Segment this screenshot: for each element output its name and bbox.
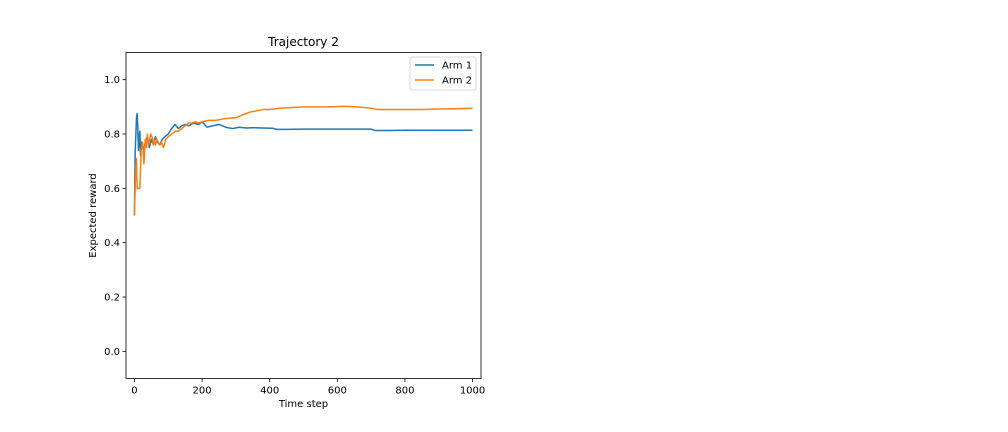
x-tick-label: 600	[328, 386, 347, 397]
x-tick-label: 800	[395, 386, 414, 397]
x-axis-label: Time step	[278, 399, 328, 410]
legend: Arm 1 Arm 2	[409, 56, 477, 91]
x-tick-label: 400	[260, 386, 279, 397]
y-tick-label: 0.2	[104, 293, 120, 304]
y-tick-label: 0.4	[104, 238, 120, 249]
series-layer	[133, 105, 473, 216]
legend-label-arm-2: Arm 2	[442, 76, 472, 87]
y-tick-label: 0.6	[104, 184, 120, 195]
x-tick-label: 0	[131, 386, 137, 397]
x-tick-label: 1000	[460, 386, 485, 397]
plot-area	[125, 52, 482, 379]
series-line-arm-2	[133, 105, 473, 216]
legend-label-arm-1: Arm 1	[442, 61, 472, 72]
y-axis: 0.0 0.2 0.4 0.6 0.8 1.0	[104, 75, 126, 358]
y-tick-label: 0.0	[104, 347, 120, 358]
x-tick-label: 200	[193, 386, 212, 397]
chart-title: Trajectory 2	[267, 35, 339, 49]
y-tick-label: 1.0	[104, 75, 120, 86]
plot-frame	[125, 52, 482, 379]
y-axis-label: Expected reward	[88, 173, 99, 257]
x-axis: 0 200 400 600 800 1000	[131, 378, 485, 397]
y-tick-label: 0.8	[104, 130, 120, 141]
